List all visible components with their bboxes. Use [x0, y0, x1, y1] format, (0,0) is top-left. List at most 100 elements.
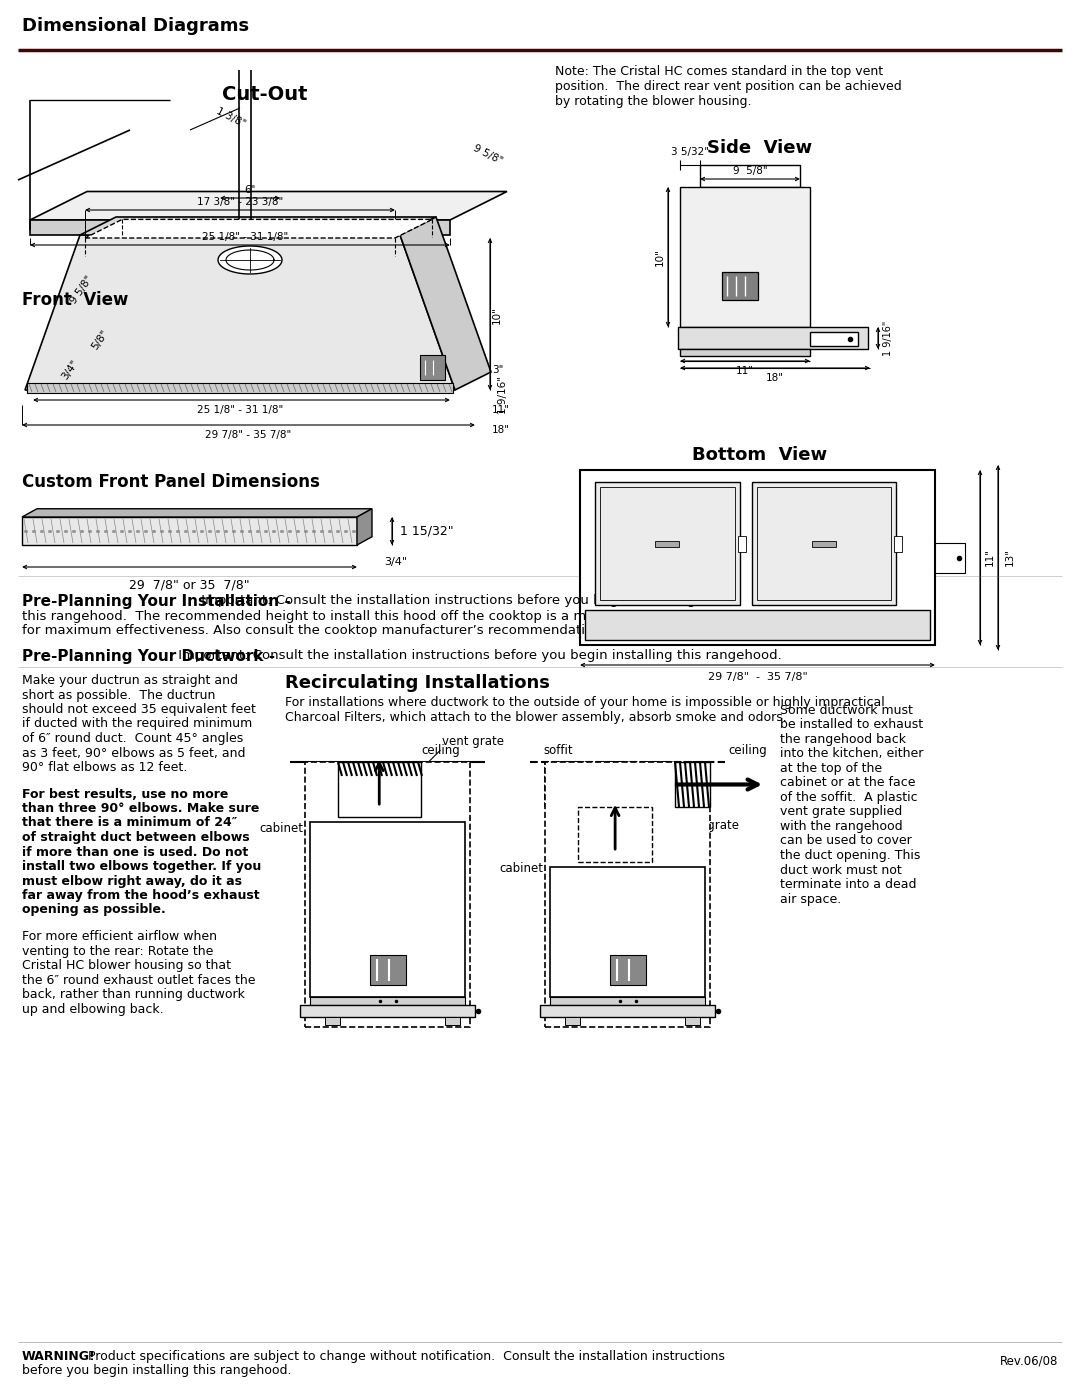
Text: 11": 11": [492, 405, 510, 415]
Bar: [894, 535, 902, 552]
Bar: [680, 349, 810, 356]
Bar: [700, 165, 800, 187]
Text: this rangehood.  The recommended height to install this hood off the cooktop is : this rangehood. The recommended height t…: [22, 610, 836, 623]
Text: Note: The Cristal HC comes standard in the top vent: Note: The Cristal HC comes standard in t…: [555, 66, 883, 78]
Text: of straight duct between elbows: of straight duct between elbows: [22, 831, 249, 844]
Bar: [585, 610, 930, 640]
Bar: [545, 761, 710, 1027]
Bar: [22, 517, 357, 545]
Text: before you begin installing this rangehood.: before you begin installing this rangeho…: [22, 1363, 292, 1377]
Text: for maximum effectiveness. Also consult the cooktop manufacturer’s recommendatio: for maximum effectiveness. Also consult …: [22, 624, 606, 637]
Text: 90° flat elbows as 12 feet.: 90° flat elbows as 12 feet.: [22, 761, 187, 774]
Bar: [678, 327, 868, 349]
Text: 11": 11": [985, 549, 995, 567]
Bar: [810, 332, 858, 346]
Bar: [675, 761, 710, 807]
Text: 3/4": 3/4": [59, 358, 80, 381]
Text: 25 1/8" - 31 1/8": 25 1/8" - 31 1/8": [197, 405, 283, 415]
Bar: [609, 956, 646, 985]
Bar: [545, 761, 710, 807]
Bar: [325, 1017, 340, 1025]
Text: as 3 feet, 90° elbows as 5 feet, and: as 3 feet, 90° elbows as 5 feet, and: [22, 746, 245, 760]
Text: terminate into a dead: terminate into a dead: [780, 877, 917, 891]
Text: with the rangehood: with the rangehood: [780, 820, 903, 833]
Text: 29 7/8" - 35 7/8": 29 7/8" - 35 7/8": [205, 430, 292, 440]
Text: by rotating the blower housing.: by rotating the blower housing.: [555, 95, 752, 108]
Text: Recirculating Installations: Recirculating Installations: [285, 673, 550, 692]
Text: 9 5/8": 9 5/8": [472, 144, 504, 166]
Bar: [310, 821, 465, 997]
Text: than three 90° elbows. Make sure: than three 90° elbows. Make sure: [22, 802, 259, 814]
Text: 3 5/32": 3 5/32": [671, 147, 708, 156]
Bar: [550, 997, 705, 1004]
Polygon shape: [85, 219, 432, 237]
Text: the 6″ round exhaust outlet faces the: the 6″ round exhaust outlet faces the: [22, 974, 256, 986]
Text: cabinet: cabinet: [259, 821, 303, 835]
Bar: [680, 187, 810, 327]
Polygon shape: [218, 246, 282, 274]
Bar: [550, 868, 705, 997]
Bar: [445, 1017, 460, 1025]
Polygon shape: [357, 509, 372, 545]
Text: 1 9/16": 1 9/16": [498, 376, 508, 414]
Text: that there is a minimum of 24″: that there is a minimum of 24″: [22, 816, 238, 830]
Text: For best results, use no more: For best results, use no more: [22, 788, 228, 800]
Text: Charcoal Filters, which attach to the blower assembly, absorb smoke and odors.: Charcoal Filters, which attach to the bl…: [285, 711, 786, 724]
Text: install two elbows together. If you: install two elbows together. If you: [22, 861, 261, 873]
Text: hood: hood: [610, 925, 645, 939]
Text: Pre-Planning Your Installation -: Pre-Planning Your Installation -: [22, 594, 291, 609]
Text: 29 7/8"  -  35 7/8": 29 7/8" - 35 7/8": [707, 672, 808, 682]
Bar: [723, 272, 758, 300]
Text: Some ductwork must: Some ductwork must: [780, 704, 913, 717]
Bar: [935, 542, 966, 573]
Bar: [756, 488, 891, 599]
Text: be installed to exhaust: be installed to exhaust: [780, 718, 923, 732]
Polygon shape: [25, 235, 455, 390]
Text: of the soffit.  A plastic: of the soffit. A plastic: [780, 791, 918, 805]
Text: position.  The direct rear vent position can be achieved: position. The direct rear vent position …: [555, 80, 902, 94]
Text: opening as possible.: opening as possible.: [22, 904, 165, 916]
Bar: [300, 1004, 475, 1017]
Text: For installations where ductwork to the outside of your home is impossible or hi: For installations where ductwork to the …: [285, 696, 885, 710]
Text: far away from the hood’s exhaust: far away from the hood’s exhaust: [22, 888, 259, 902]
Bar: [27, 383, 453, 393]
Text: Product specifications are subject to change without notification.  Consult the : Product specifications are subject to ch…: [80, 1350, 725, 1363]
Text: cabinet: cabinet: [499, 862, 543, 875]
Text: 11": 11": [735, 366, 754, 376]
Bar: [540, 1004, 715, 1017]
Text: Make your ductrun as straight and: Make your ductrun as straight and: [22, 673, 238, 687]
Bar: [305, 761, 470, 1027]
Text: air space.: air space.: [780, 893, 841, 905]
Text: 10": 10": [654, 249, 665, 265]
Text: Bottom  View: Bottom View: [692, 446, 827, 464]
Bar: [656, 541, 679, 546]
Text: vent grate supplied: vent grate supplied: [780, 806, 902, 819]
Text: duct: duct: [602, 851, 629, 863]
Text: 6": 6": [244, 184, 256, 196]
Text: at the top of the: at the top of the: [780, 761, 882, 775]
Text: 9 5/8": 9 5/8": [69, 274, 95, 306]
Text: back, rather than running ductwork: back, rather than running ductwork: [22, 988, 245, 1002]
Text: Important: Consult the installation instructions before you begin installing thi: Important: Consult the installation inst…: [174, 650, 782, 662]
Text: can be used to cover: can be used to cover: [780, 834, 912, 848]
Text: 10": 10": [492, 306, 502, 324]
Text: vent grate: vent grate: [443, 735, 504, 747]
Text: 9  5/8": 9 5/8": [732, 166, 767, 176]
Text: 1 15/32": 1 15/32": [400, 524, 454, 538]
Bar: [595, 482, 740, 605]
Bar: [578, 807, 652, 862]
Text: Cut-Out: Cut-Out: [222, 85, 308, 105]
Text: Dimensional Diagrams: Dimensional Diagrams: [22, 17, 249, 35]
Bar: [738, 535, 745, 552]
Text: Cristal HC blower housing so that: Cristal HC blower housing so that: [22, 958, 231, 972]
Text: 3/4": 3/4": [384, 557, 407, 567]
Bar: [420, 355, 445, 380]
Text: 13": 13": [1005, 549, 1015, 567]
Text: if ducted with the required minimum: if ducted with the required minimum: [22, 718, 253, 731]
Text: venting to the rear: Rotate the: venting to the rear: Rotate the: [22, 944, 214, 957]
Text: soffit: soffit: [543, 745, 572, 757]
Text: should not exceed 35 equivalent feet: should not exceed 35 equivalent feet: [22, 703, 256, 717]
Polygon shape: [80, 217, 436, 235]
Text: 1 3/8": 1 3/8": [215, 106, 247, 130]
Text: 3": 3": [492, 365, 503, 374]
